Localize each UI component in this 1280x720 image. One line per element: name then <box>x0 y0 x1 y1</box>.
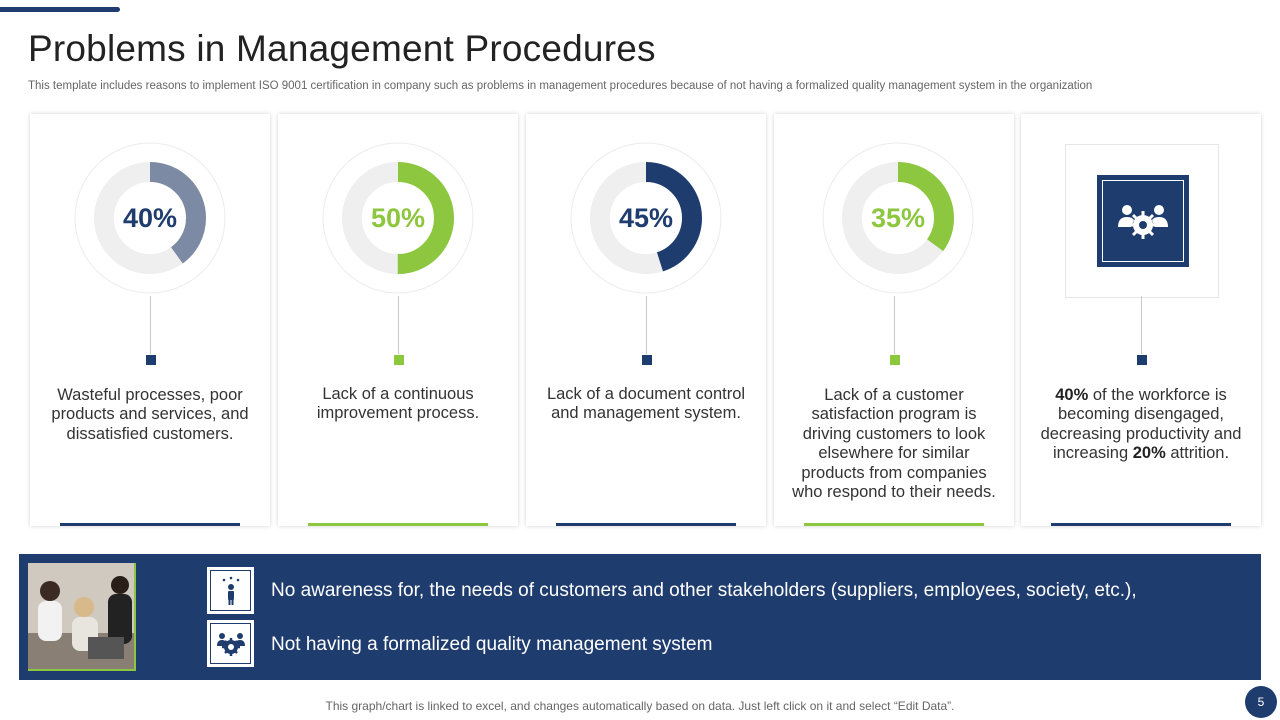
banner-row-2-text: Not having a formalized quality manageme… <box>271 634 713 655</box>
connector-dot-3 <box>642 355 652 365</box>
card-text-3: Lack of a document control and managemen… <box>546 385 746 423</box>
problem-card-1: 40% Wasteful processes, poor products an… <box>30 114 270 526</box>
donut-chart-3[interactable]: 45% <box>570 142 722 294</box>
percent-label-4: 35% <box>870 202 926 233</box>
donut-arc-4 <box>842 162 954 274</box>
problem-card-5: 40% of the workforce is becoming disenga… <box>1021 114 1261 526</box>
page-title: Problems in Management Procedures <box>28 28 656 69</box>
banner-row-1-text: No awareness for, the needs of customers… <box>271 580 1137 601</box>
percent-label-2: 50% <box>370 202 426 233</box>
donut-arc-3 <box>590 162 702 274</box>
bottom-banner: No awareness for, the needs of customers… <box>19 554 1261 680</box>
donut-arc-1 <box>94 162 206 274</box>
card-text-5-part2: attrition. <box>1165 444 1230 463</box>
card-text-5: 40% of the workforce is becoming disenga… <box>1035 386 1247 464</box>
connector-dot-5 <box>1137 355 1147 365</box>
connector-dot-2 <box>394 355 404 365</box>
card-text-2: Lack of a continuous improvement process… <box>316 385 480 423</box>
card-text-4: Lack of a customer satisfaction program … <box>792 386 996 502</box>
connector-line-2 <box>398 296 399 354</box>
page-number-badge: 5 <box>1245 686 1277 718</box>
connector-dot-1 <box>146 355 156 365</box>
page-subtitle: This template includes reasons to implem… <box>28 80 1093 92</box>
problem-card-4: 35% Lack of a customer satisfaction prog… <box>774 114 1014 526</box>
connector-line-1 <box>150 296 151 354</box>
connector-dot-4 <box>890 355 900 365</box>
problem-card-2: 50% Lack of a continuous improvement pro… <box>278 114 518 526</box>
gear-people-icon <box>207 620 254 667</box>
percent-label-1: 40% <box>122 202 178 233</box>
card-bottom-bar-3 <box>556 523 736 526</box>
person-idea-icon <box>207 567 254 614</box>
connector-line-5 <box>1141 296 1142 354</box>
team-meeting-photo <box>28 563 136 671</box>
card-bottom-bar-4 <box>804 523 984 526</box>
percent-label-3: 45% <box>618 202 674 233</box>
card-text-1: Wasteful processes, poor products and se… <box>51 386 249 443</box>
donut-chart-4[interactable]: 35% <box>822 142 974 294</box>
problem-card-3: 45% Lack of a document control and manag… <box>526 114 766 526</box>
workforce-stat: 40% <box>1055 386 1089 404</box>
donut-chart-2[interactable]: 50% <box>322 142 474 294</box>
connector-line-3 <box>646 296 647 354</box>
donut-chart-1[interactable]: 40% <box>74 142 226 294</box>
card-bottom-bar-1 <box>60 523 240 526</box>
footer-note: This graph/chart is linked to excel, and… <box>325 699 955 713</box>
top-accent-bar <box>0 7 120 12</box>
card-text-5-part1: of the workforce is becoming disengaged,… <box>1040 386 1242 463</box>
donut-arc-2 <box>342 162 454 274</box>
connector-line-4 <box>894 296 895 354</box>
team-gear-icon <box>1097 175 1189 267</box>
card-bottom-bar-2 <box>308 523 488 526</box>
card-bottom-bar-5 <box>1051 523 1231 526</box>
icon-frame <box>1065 144 1219 298</box>
attrition-stat: 20% <box>1132 444 1166 463</box>
